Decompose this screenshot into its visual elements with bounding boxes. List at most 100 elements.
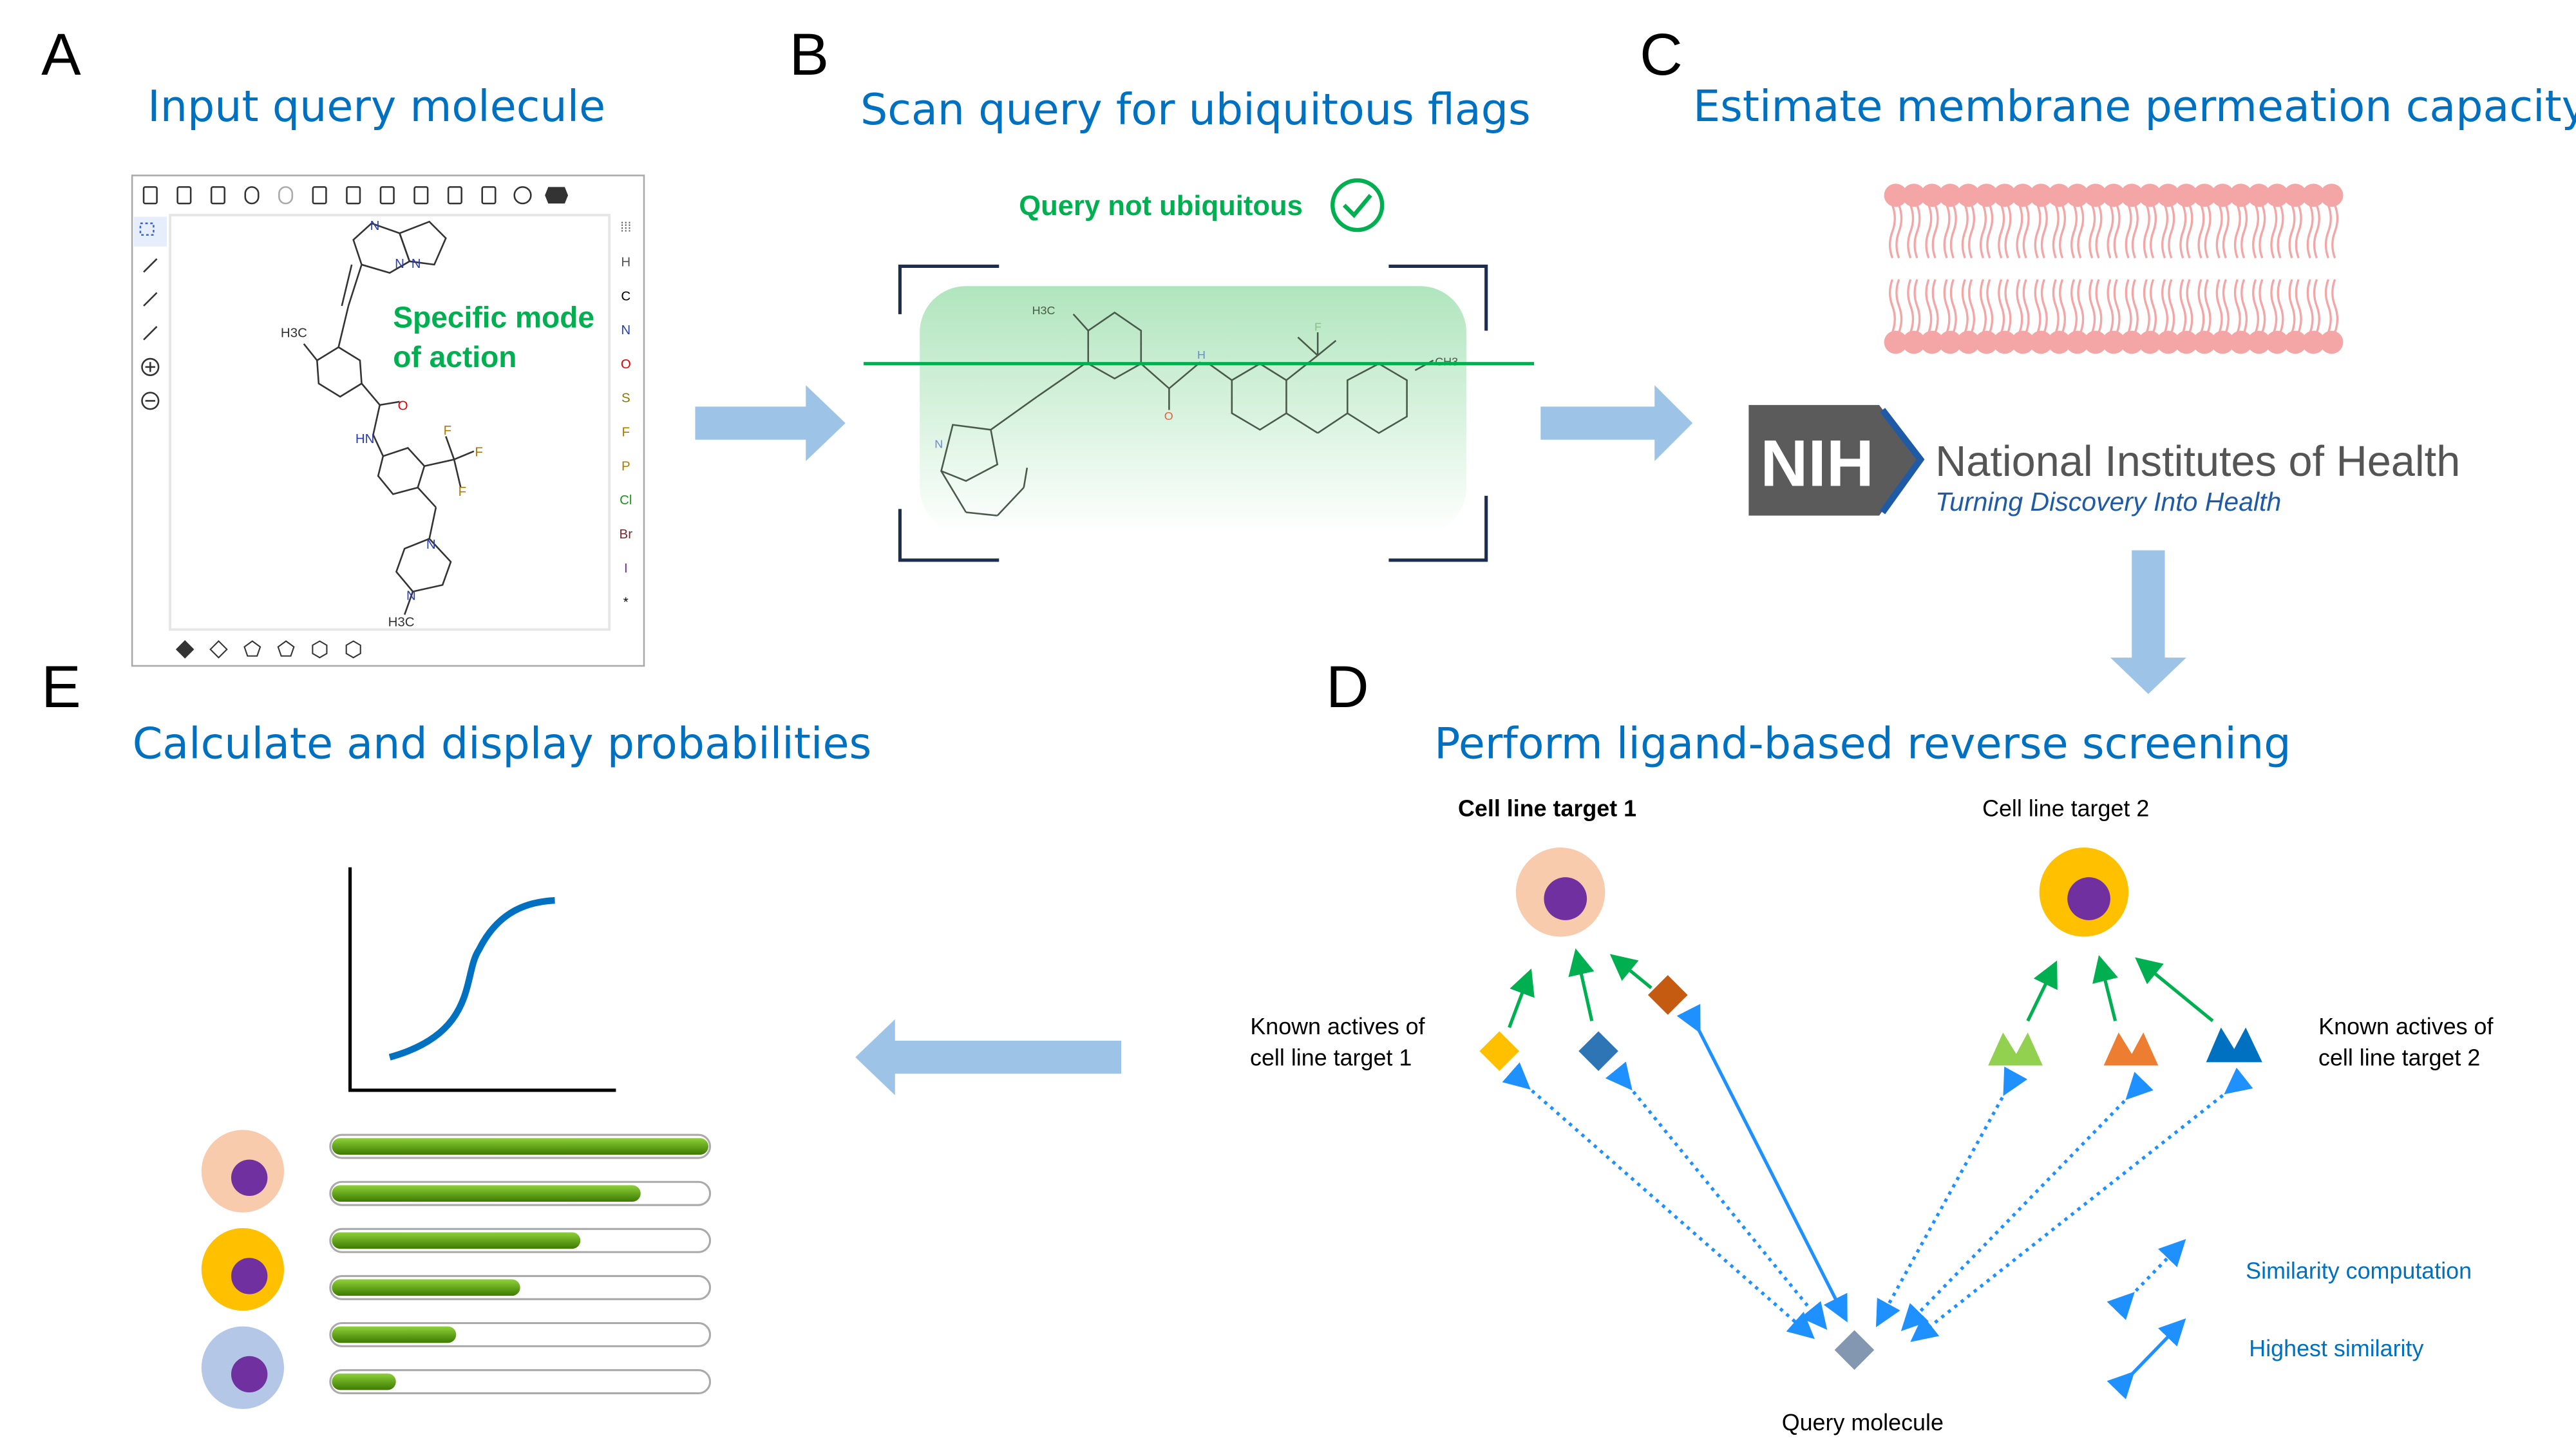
panel-e-title: Calculate and display probabilities [133, 719, 871, 769]
nih-tagline: Turning Discovery Into Health [1935, 487, 2281, 516]
element-button[interactable]: Cl [620, 493, 632, 507]
arrow-c-to-d [2110, 550, 2186, 694]
atom-label: N [395, 256, 404, 271]
2d-icon[interactable] [447, 186, 462, 205]
panel-c-title: Estimate membrane permeation capacity [1693, 81, 2576, 131]
cyclobutane-icon[interactable] [243, 640, 261, 657]
element-button[interactable]: F [622, 425, 630, 440]
atom-label: H3C [1032, 304, 1056, 317]
probability-bar [329, 1369, 712, 1395]
atom-label: N [426, 537, 436, 552]
actives2-line2: cell line target 2 [2318, 1045, 2480, 1070]
element-button[interactable]: S [621, 391, 630, 406]
legend-similarity-computation: Similarity computation [2246, 1258, 2472, 1283]
periodic-table-icon[interactable]: ⁞⁞⁞ [620, 220, 631, 235]
panel-letter-a: A [41, 21, 81, 88]
atom-label: F [444, 423, 452, 438]
active-diamond-yellow [1479, 1031, 1520, 1071]
element-button[interactable]: N [621, 323, 630, 337]
element-button[interactable]: C [621, 289, 630, 303]
cell-icon [201, 1326, 285, 1409]
arrow-a-to-b [695, 385, 846, 462]
info-icon[interactable] [545, 187, 569, 204]
legend-solid-arrow-icon [2107, 1318, 2186, 1399]
cyclopentane-icon[interactable] [277, 640, 295, 657]
scanned-molecule-drawing [940, 311, 1434, 516]
atom-label: CH3 [1435, 355, 1458, 368]
element-button[interactable]: H [621, 254, 630, 269]
panel-letter-e: E [41, 653, 81, 720]
element-button[interactable]: O [621, 357, 631, 372]
element-button[interactable]: P [621, 459, 630, 473]
sigmoid-chart-icon [348, 867, 616, 1092]
cell-target-1-icon [1515, 848, 1605, 937]
panel-a-title: Input query molecule [147, 81, 605, 131]
query-molecule-diamond [1834, 1330, 1875, 1370]
zoom-clear-icon[interactable] [413, 186, 429, 205]
panel-letter-b: B [790, 21, 829, 88]
actives1-line1: Known actives of [1250, 1014, 1425, 1039]
save-icon[interactable] [210, 186, 226, 205]
cell-icon [201, 1228, 285, 1311]
panel-letter-c: C [1640, 21, 1683, 88]
cell-icon [201, 1130, 285, 1213]
atom-label: N [370, 218, 380, 233]
element-button[interactable]: Br [620, 527, 633, 542]
nih-name: National Institutes of Health [1935, 438, 2460, 486]
element-button[interactable]: * [623, 595, 629, 610]
query-molecule-label: Query molecule [1782, 1410, 1944, 1435]
probability-bar [329, 1227, 712, 1253]
activity-arrows [1508, 948, 2214, 1028]
probability-panel [201, 867, 712, 1409]
annotation-specific-mode: Specific mode [393, 300, 594, 334]
zoom-out-icon[interactable] [141, 392, 160, 410]
ubiquity-scan: Query not ubiquitous H3C H O N F [864, 178, 1535, 562]
cell-target-2-icon [2039, 848, 2129, 937]
probability-bar-fill [332, 1373, 396, 1390]
copy-icon[interactable] [346, 186, 361, 205]
chain-icon[interactable] [143, 326, 158, 341]
element-button[interactable]: I [624, 561, 628, 576]
query-icon[interactable] [481, 186, 497, 205]
probability-bar-fill [332, 1279, 520, 1296]
editor-toolbar [142, 186, 569, 205]
legend-dotted-arrow-icon [2107, 1239, 2186, 1320]
query-molecule-drawing [303, 220, 475, 615]
element-palette: ⁞⁞⁞ H C N O S F P Cl Br I * [620, 220, 633, 610]
atom-label: HN [355, 431, 375, 446]
template-icon[interactable] [175, 640, 194, 659]
eraser-icon[interactable] [143, 258, 158, 273]
bond-icon[interactable] [143, 292, 158, 307]
arrow-d-to-e [855, 1019, 1122, 1095]
atom-label: N [406, 588, 416, 603]
panel-letter-d: D [1326, 653, 1369, 720]
panel-b-title: Scan query for ubiquitous flags [860, 84, 1531, 135]
probability-bar [329, 1133, 712, 1159]
probability-bar-fill [332, 1326, 457, 1343]
pyrrole-icon[interactable] [209, 640, 228, 659]
nih-logo: NIH [1748, 404, 1925, 516]
probability-bar-track [329, 1369, 712, 1395]
new-icon[interactable] [142, 186, 158, 205]
probability-bar [329, 1321, 712, 1347]
redo-icon[interactable] [278, 186, 294, 205]
select-icon[interactable] [133, 216, 167, 247]
settings-icon[interactable] [513, 186, 532, 205]
benzene-icon[interactable] [345, 640, 361, 659]
atom-label: O [1164, 410, 1173, 422]
probability-bar-fill [332, 1232, 581, 1249]
atom-label: F [459, 484, 467, 499]
paste-icon[interactable] [379, 186, 395, 205]
active-diamond-blue [1578, 1031, 1618, 1071]
arrow-b-to-c [1540, 385, 1693, 462]
open-icon[interactable] [176, 186, 192, 205]
actives1-line2: cell line target 1 [1250, 1045, 1412, 1070]
check-circle-icon [1331, 178, 1385, 232]
zoom-in-icon[interactable] [141, 357, 160, 376]
cut-icon[interactable] [312, 186, 327, 205]
probability-bar [329, 1180, 712, 1206]
active-triangle-green [1988, 1032, 2043, 1066]
cyclohexane-icon[interactable] [312, 640, 328, 659]
undo-icon[interactable] [244, 186, 260, 205]
